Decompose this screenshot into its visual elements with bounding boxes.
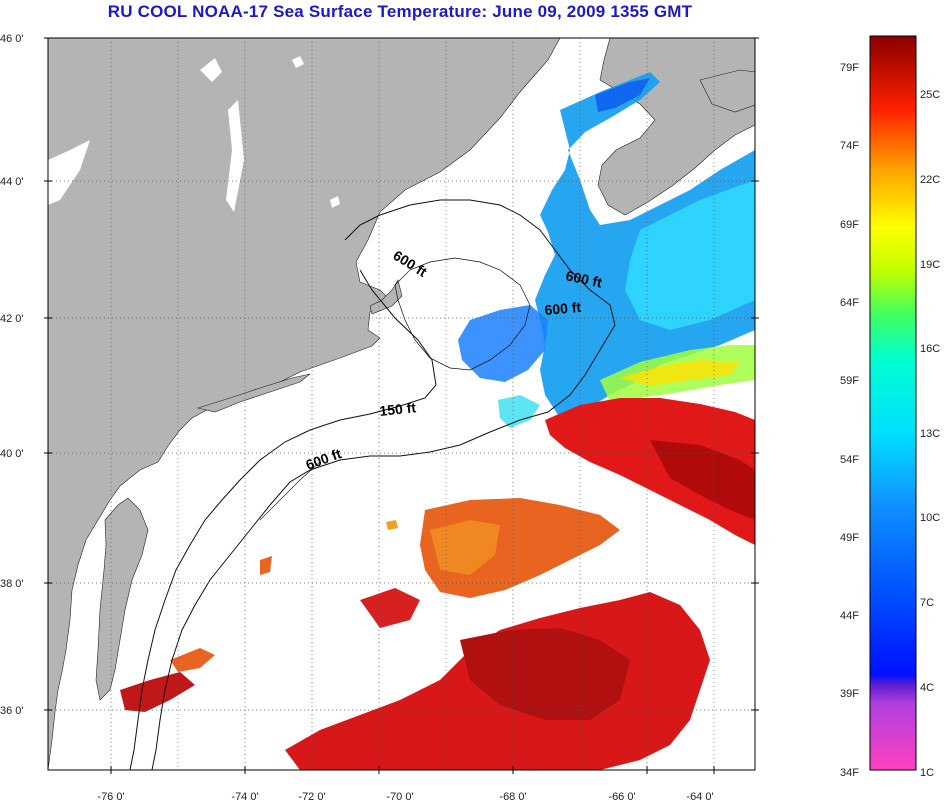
lat-label-36: 36 0' <box>0 705 24 717</box>
colorbar-f-49: 49F <box>840 532 859 544</box>
colorbar-c-10: 10C <box>920 512 940 524</box>
contour-600ft <box>151 199 616 770</box>
colorbar-f-64: 64F <box>840 297 859 309</box>
colorbar-c-4: 4C <box>920 682 934 694</box>
colorbar-c-13: 13C <box>920 428 940 440</box>
colorbar-f-34: 34F <box>840 767 859 779</box>
colorbar-f-54: 54F <box>840 454 859 466</box>
colorbar-f-74: 74F <box>840 140 859 152</box>
lat-label-46: 46 0' <box>0 33 24 45</box>
lon-label-64: -64 0' <box>686 791 713 803</box>
colorbar-c-1: 1C <box>920 767 934 779</box>
colorbar-c-25: 25C <box>920 89 940 101</box>
contour-label-150ft: 150 ft <box>379 399 417 419</box>
land-long-island <box>196 373 311 413</box>
colorbar-f-44: 44F <box>840 610 859 622</box>
land-cape-breton <box>699 69 755 113</box>
colorbar-c-19: 19C <box>920 259 940 271</box>
lon-label-74: -74 0' <box>231 791 258 803</box>
sst-warm-gulf-stream <box>545 398 755 545</box>
lat-label-42: 42 0' <box>0 313 24 325</box>
lat-label-38: 38 0' <box>0 578 24 590</box>
map-frame <box>47 37 756 771</box>
contour-label-600ft-b: 600 ft <box>564 267 603 290</box>
colorbar-f-59: 59F <box>840 375 859 387</box>
lat-label-40: 40 0' <box>0 448 24 460</box>
map-title: RU COOL NOAA-17 Sea Surface Temperature:… <box>107 2 693 21</box>
land-delmarva <box>95 497 149 701</box>
colorbar-c-16: 16C <box>920 343 940 355</box>
contour-150ft <box>129 269 437 770</box>
colorbar-f-69: 69F <box>840 219 859 231</box>
lat-label-44: 44 0' <box>0 176 24 188</box>
lon-label-76: -76 0' <box>97 791 124 803</box>
temperature-colorbar <box>869 35 917 771</box>
lon-label-70: -70 0' <box>386 791 413 803</box>
map-area <box>48 38 755 770</box>
lon-label-68: -68 0' <box>499 791 526 803</box>
lon-label-72: -72 0' <box>298 791 325 803</box>
lon-label-66: -66 0' <box>608 791 635 803</box>
colorbar-c-7: 7C <box>920 597 934 609</box>
axis-ticks <box>44 37 759 774</box>
colorbar-f-39: 39F <box>840 688 859 700</box>
colorbar-c-22: 22C <box>920 174 940 186</box>
colorbar-f-79: 79F <box>840 62 859 74</box>
contour-label-600ft-c: 600 ft <box>544 299 582 318</box>
